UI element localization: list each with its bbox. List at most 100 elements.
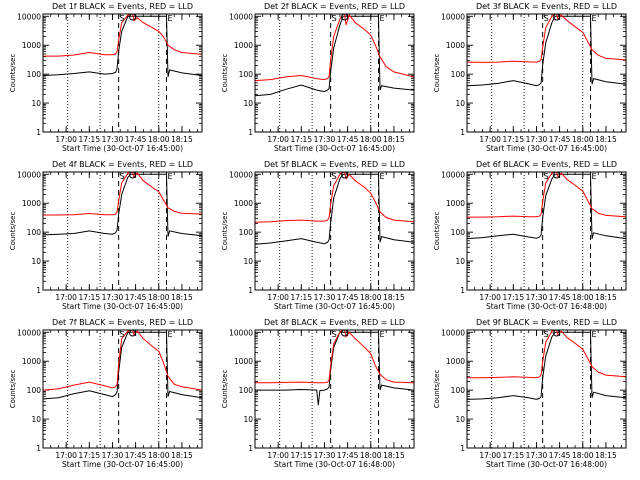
events-series-line: [43, 173, 202, 237]
y-tick-label: 10000: [229, 328, 253, 337]
y-tick-label: 1: [248, 128, 253, 137]
end-marker-label: E: [379, 14, 384, 23]
x-tick-label: 17:15: [290, 451, 312, 460]
panel-title: Det 6f BLACK = Events, RED = LLD: [476, 160, 617, 169]
plot-frame: [42, 171, 203, 291]
detector-panel-3: 1 10 100 1000 10000 17:00 17:15 17:30 17:45 18:00…: [433, 2, 627, 153]
x-tick-label: 18:00: [360, 293, 382, 302]
x-tick-label: 17:15: [290, 293, 312, 302]
x-tick-label: 17:00: [479, 293, 501, 302]
y-tick-label: 100: [27, 386, 42, 395]
y-tick-label: 10000: [441, 170, 465, 179]
panel-title: Det 8f BLACK = Events, RED = LLD: [264, 318, 405, 327]
x-tick-label: 18:15: [595, 135, 617, 144]
y-axis-label: Counts/sec: [433, 370, 441, 409]
x-tick-label: 18:15: [171, 293, 193, 302]
start-marker-label: S: [332, 14, 337, 23]
start-marker-label: S: [120, 172, 125, 181]
detector-panel-9: 1 10 100 1000 10000 17:00 17:15 17:30 17:45 18:00…: [433, 318, 627, 469]
y-tick-label: 10: [455, 99, 465, 108]
end-marker-label: E: [167, 14, 172, 23]
x-axis-label: Start Time (30-Oct-07 16:48:00): [486, 302, 607, 311]
series-group: [467, 330, 626, 400]
x-tick-label: 18:15: [383, 135, 405, 144]
events-series-line: [255, 15, 414, 97]
x-tick-label: 17:30: [526, 293, 548, 302]
x-tick-label: 17:45: [337, 135, 359, 144]
plot-frame: [42, 13, 203, 133]
panel-title: Det 9f BLACK = Events, RED = LLD: [476, 318, 617, 327]
y-tick-label: 1000: [234, 41, 253, 50]
x-tick-label: 17:00: [55, 135, 77, 144]
x-tick-label: 17:45: [337, 293, 359, 302]
y-tick-label: 1: [36, 286, 41, 295]
x-tick-label: 18:15: [383, 293, 405, 302]
x-tick-label: 17:45: [125, 293, 147, 302]
y-tick-label: 10000: [441, 12, 465, 21]
detector-panel-8: 1 10 100 1000 10000 17:00 17:15 17:30 17:45 18:00…: [221, 318, 415, 469]
y-tick-label: 10000: [17, 12, 41, 21]
lld-series-line: [255, 330, 414, 384]
x-axis-label: Start Time (30-Oct-07 16:45:00): [486, 144, 607, 153]
x-tick-label: 17:00: [55, 451, 77, 460]
y-tick-label: 1000: [22, 357, 41, 366]
plot-frame: [42, 329, 203, 449]
y-tick-label: 1: [460, 128, 465, 137]
end-marker-label: E: [591, 172, 596, 181]
x-tick-label: 17:15: [78, 293, 100, 302]
x-tick-label: 18:00: [360, 451, 382, 460]
y-tick-label: 1000: [446, 357, 465, 366]
lld-series-line: [43, 14, 202, 57]
y-tick-label: 1000: [446, 41, 465, 50]
x-tick-label: 18:00: [572, 135, 594, 144]
x-tick-label: 18:00: [572, 293, 594, 302]
y-tick-label: 10000: [229, 170, 253, 179]
x-tick-label: 17:00: [267, 451, 289, 460]
y-tick-label: 1000: [22, 41, 41, 50]
start-marker-label: S: [544, 14, 549, 23]
start-marker-label: S: [544, 172, 549, 181]
x-tick-label: 17:30: [102, 293, 124, 302]
y-tick-label: 100: [451, 386, 466, 395]
x-tick-label: 17:45: [125, 135, 147, 144]
y-axis-label: Counts/sec: [433, 54, 441, 93]
panel-title: Det 3f BLACK = Events, RED = LLD: [476, 2, 617, 11]
x-tick-label: 17:15: [502, 451, 524, 460]
y-tick-label: 10: [243, 99, 253, 108]
y-axis-label: Counts/sec: [433, 212, 441, 251]
end-marker-label: E: [379, 330, 384, 339]
x-tick-label: 17:00: [479, 451, 501, 460]
x-tick-label: 18:00: [360, 135, 382, 144]
end-marker-label: E: [379, 172, 384, 181]
x-tick-label: 17:00: [479, 135, 501, 144]
x-tick-label: 18:15: [595, 293, 617, 302]
plot-frame: [466, 329, 627, 449]
events-series-line: [467, 331, 626, 400]
y-tick-label: 100: [239, 386, 254, 395]
end-marker-label: E: [167, 172, 172, 181]
x-tick-label: 17:30: [102, 451, 124, 460]
x-tick-label: 18:00: [572, 451, 594, 460]
x-tick-label: 18:00: [148, 451, 170, 460]
x-tick-label: 18:00: [148, 135, 170, 144]
y-tick-label: 100: [451, 228, 466, 237]
y-axis-label: Counts/sec: [221, 54, 229, 93]
y-axis-label: Counts/sec: [221, 370, 229, 409]
panel-title: Det 7f BLACK = Events, RED = LLD: [52, 318, 193, 327]
events-series-line: [255, 173, 414, 245]
x-tick-label: 18:15: [171, 451, 193, 460]
x-tick-label: 17:45: [549, 135, 571, 144]
x-tick-label: 17:00: [267, 135, 289, 144]
y-tick-label: 10000: [17, 170, 41, 179]
start-marker-label: S: [120, 330, 125, 339]
lld-series-line: [467, 172, 626, 218]
y-axis-label: Counts/sec: [9, 370, 17, 409]
x-tick-label: 18:15: [171, 135, 193, 144]
lld-series-line: [255, 172, 414, 223]
x-tick-label: 17:15: [290, 135, 312, 144]
x-tick-label: 17:15: [78, 451, 100, 460]
series-group: [255, 330, 414, 406]
lld-series-line: [467, 14, 626, 63]
plot-frame: [254, 171, 415, 291]
y-axis-label: Counts/sec: [9, 212, 17, 251]
